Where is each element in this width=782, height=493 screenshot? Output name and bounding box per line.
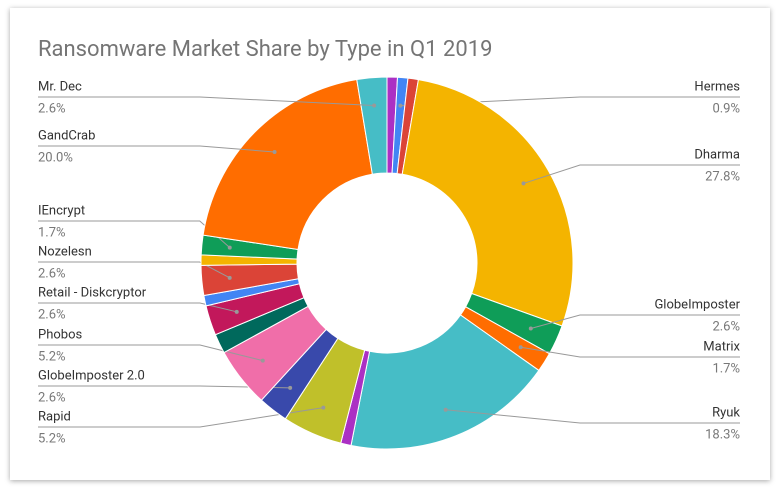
leader-dot [234, 309, 239, 314]
leader-dot [398, 103, 403, 108]
leader-dot [321, 405, 326, 410]
slice [401, 79, 574, 327]
leader-line [38, 302, 237, 313]
slice-value-label: 18.3% [705, 427, 740, 442]
slice-label: Retail - Diskcryptor [38, 285, 147, 300]
leader-line [520, 346, 740, 358]
leader-dot [521, 181, 526, 186]
leader-dot [518, 345, 523, 350]
slice-value-label: 2.6% [712, 319, 740, 334]
slice [350, 314, 540, 450]
slice-value-label: 5.2% [38, 431, 66, 446]
leader-dot [272, 149, 277, 154]
leader-dot [260, 358, 265, 363]
leader-dot [372, 103, 377, 108]
leader-line [445, 409, 740, 424]
slice-label: Rapid [38, 409, 71, 424]
slice-value-label: 20.0% [38, 150, 73, 165]
leader-line [38, 344, 263, 362]
leader-line [523, 164, 740, 184]
slice-label: Hermes [694, 79, 740, 94]
chart-title: Ransomware Market Share by Type in Q1 20… [38, 37, 492, 62]
slice-value-label: 2.6% [38, 307, 66, 322]
slice-value-label: 5.2% [38, 349, 66, 364]
leader-line [38, 96, 375, 107]
slice-label: Phobos [38, 327, 82, 342]
slice [202, 78, 373, 251]
slice-value-label: 2.6% [38, 101, 66, 116]
leader-dot [227, 245, 232, 250]
slice-value-label: 27.8% [705, 169, 740, 184]
slice-value-label: 2.6% [38, 390, 66, 405]
slice-label: GandCrab [38, 128, 95, 143]
slice-label: Matrix [703, 339, 740, 354]
slice-value-label: 1.7% [38, 225, 66, 240]
slice-value-label: 2.6% [38, 266, 66, 281]
leader-line [530, 314, 740, 329]
slice [356, 76, 388, 175]
leader-line [38, 261, 230, 279]
leader-line [38, 220, 231, 249]
slice-label: Ryuk [712, 405, 740, 420]
slice-label: GlobeImposter [654, 297, 740, 312]
slice-label: Mr. Dec [38, 79, 82, 94]
leader-dot [227, 275, 232, 280]
slice-label: GlobeImposter 2.0 [38, 368, 145, 383]
slice-value-label: 1.7% [712, 361, 740, 376]
slice-label: Nozelesn [38, 244, 92, 259]
leader-line [38, 145, 275, 153]
slice-label: IEncrypt [38, 203, 85, 218]
leader-dot [528, 326, 533, 331]
slice-label: Dharma [694, 147, 740, 162]
leader-dot [443, 407, 448, 412]
leader-dot [288, 385, 293, 390]
slice-value-label: 0.9% [712, 101, 740, 116]
